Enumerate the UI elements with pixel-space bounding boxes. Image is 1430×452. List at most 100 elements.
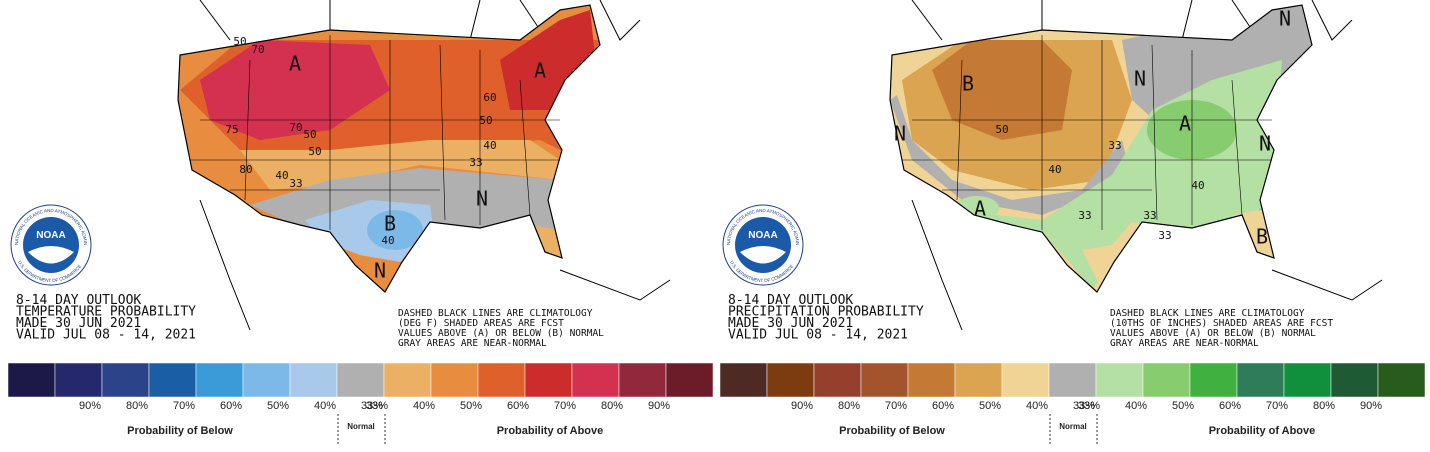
legend-swatch xyxy=(766,362,815,398)
legend-label: 50% xyxy=(1172,400,1194,412)
legend-label: 70% xyxy=(554,400,576,412)
legend-label: 80% xyxy=(838,400,860,412)
outlook-title: 8-14 DAY OUTLOOK xyxy=(728,293,853,308)
legend-swatch xyxy=(954,362,1003,398)
map-label: B xyxy=(384,212,396,236)
map-label: 33 xyxy=(469,156,482,169)
map-label: 40 xyxy=(1048,163,1061,176)
legend-swatch xyxy=(1142,362,1191,398)
above-caption: Probability of Above xyxy=(497,425,604,437)
below-caption: Probability of Below xyxy=(839,425,945,437)
normal-caption: Normal xyxy=(347,422,375,431)
map-label: 50 xyxy=(303,128,316,141)
legend-label: 33% xyxy=(361,400,383,412)
outlook-title: MADE 30 JUN 2021 xyxy=(728,316,853,331)
legend-label: 40% xyxy=(314,400,336,412)
map-label: 50 xyxy=(479,114,492,127)
legend-label: 60% xyxy=(220,400,242,412)
legend-swatch xyxy=(1095,362,1144,398)
map-label: 50 xyxy=(308,145,321,158)
legend-label: 50% xyxy=(979,400,1001,412)
legend-swatch xyxy=(1001,362,1050,398)
map-note: (DEG F) SHADED AREAS ARE FCST xyxy=(398,318,564,329)
legend-swatch xyxy=(477,362,526,398)
legend-label: 60% xyxy=(932,400,954,412)
legend-label: 50% xyxy=(267,400,289,412)
map-label: 75 xyxy=(225,123,238,136)
map-label: 70 xyxy=(251,43,264,56)
legend-label: 70% xyxy=(1266,400,1288,412)
map-label: 33 xyxy=(1078,209,1091,222)
map-label: N xyxy=(1134,67,1146,91)
map-label: 33 xyxy=(289,177,302,190)
map-note: VALUES ABOVE (A) OR BELOW (B) NORMAL xyxy=(1110,328,1316,339)
legend-label: 90% xyxy=(1360,400,1382,412)
map-label: 50 xyxy=(995,123,1008,136)
map-label: N xyxy=(1259,132,1271,156)
legend-label: 40% xyxy=(1026,400,1048,412)
map-note: (10THS OF INCHES) SHADED AREAS ARE FCST xyxy=(1110,318,1333,329)
logo-bird xyxy=(28,246,74,264)
below-caption: Probability of Below xyxy=(127,425,233,437)
legend-swatch xyxy=(148,362,197,398)
map-label: N xyxy=(476,187,488,211)
legend-swatch xyxy=(289,362,338,398)
map-label: B xyxy=(962,72,974,96)
legend-swatch xyxy=(54,362,103,398)
map-label: A xyxy=(974,197,986,221)
legend-swatch xyxy=(195,362,244,398)
legend-swatch xyxy=(383,362,432,398)
map-note: DASHED BLACK LINES ARE CLIMATOLOGY xyxy=(398,308,593,319)
map-note: DASHED BLACK LINES ARE CLIMATOLOGY xyxy=(1110,308,1305,319)
map-label: 40 xyxy=(381,234,394,247)
map-label: 80 xyxy=(239,163,252,176)
map-label: 33 xyxy=(1158,229,1171,242)
legend-swatch xyxy=(813,362,862,398)
outlook-title: VALID JUL 08 - 14, 2021 xyxy=(728,328,908,343)
legend-swatch xyxy=(101,362,150,398)
outlook-title: MADE 30 JUN 2021 xyxy=(16,316,141,331)
logo-bird xyxy=(740,246,786,264)
map-label: 40 xyxy=(483,139,496,152)
legend-label: 33% xyxy=(366,400,388,412)
legend-swatch xyxy=(336,362,385,398)
legend-label: 40% xyxy=(1125,400,1147,412)
legend-swatch xyxy=(1377,362,1426,398)
legend-swatch xyxy=(1189,362,1238,398)
legend-swatch xyxy=(1330,362,1379,398)
legend-swatch xyxy=(719,362,768,398)
legend-swatch xyxy=(430,362,479,398)
legend-label: 33% xyxy=(1073,400,1095,412)
map-label: A xyxy=(534,59,546,83)
map-note: VALUES ABOVE (A) OR BELOW (B) NORMAL xyxy=(398,328,604,339)
legend-swatch xyxy=(860,362,909,398)
legend-label: 90% xyxy=(648,400,670,412)
legend-swatch xyxy=(1048,362,1097,398)
legend-swatch xyxy=(1236,362,1285,398)
logo-disc xyxy=(735,217,791,273)
map-label: N xyxy=(894,122,906,146)
map-label: B xyxy=(1256,225,1268,249)
map-note: GRAY AREAS ARE NEAR-NORMAL xyxy=(1110,338,1259,349)
map-note: GRAY AREAS ARE NEAR-NORMAL xyxy=(398,338,547,349)
legend-label: 70% xyxy=(885,400,907,412)
map-label: 40 xyxy=(275,169,288,182)
outlook-title: TEMPERATURE PROBABILITY xyxy=(16,305,196,320)
logo-disc xyxy=(23,217,79,273)
legend-swatch xyxy=(571,362,620,398)
map-label: 33 xyxy=(1143,209,1156,222)
legend-label: 60% xyxy=(1219,400,1241,412)
map-label: 70 xyxy=(289,121,302,134)
logo-name: NOAA xyxy=(36,230,65,241)
map-label: N xyxy=(1279,7,1291,31)
legend-label: 33% xyxy=(1078,400,1100,412)
legend-label: 80% xyxy=(126,400,148,412)
legend-swatch xyxy=(242,362,291,398)
legend-swatch xyxy=(7,362,56,398)
precipitation-map xyxy=(889,0,1383,331)
map-label: 50 xyxy=(233,35,246,48)
